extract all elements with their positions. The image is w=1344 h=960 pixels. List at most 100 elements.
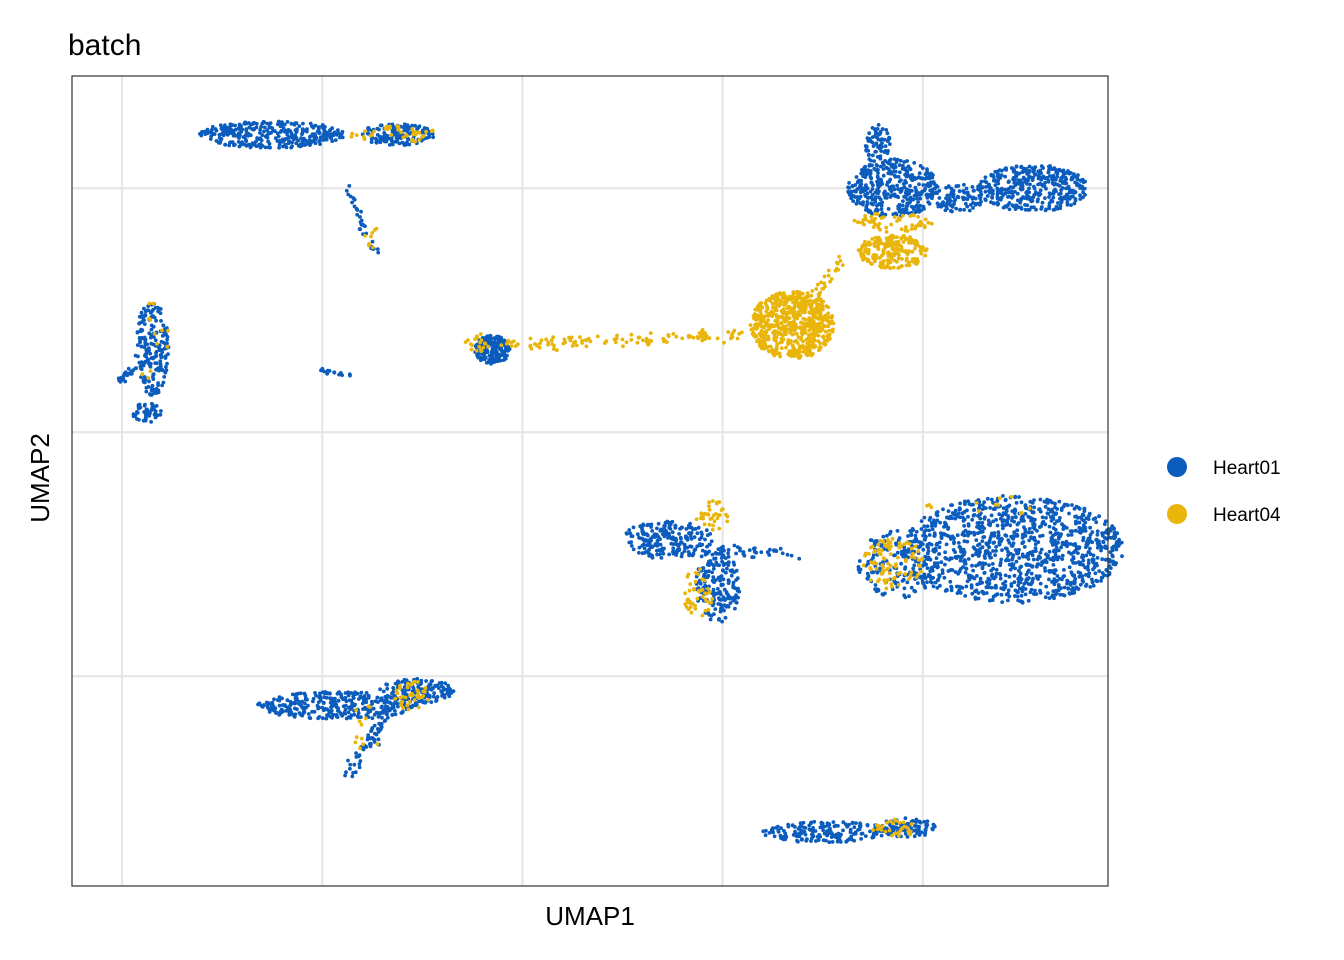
point-heart01 [909,533,914,537]
point-heart01 [716,602,721,606]
point-heart01 [477,352,481,356]
point-heart01 [317,130,322,135]
point-heart01 [879,137,884,142]
point-heart01 [644,532,649,537]
point-heart01 [778,833,783,838]
point-heart01 [998,576,1003,581]
point-heart01 [1023,527,1028,532]
point-heart01 [1072,201,1077,206]
point-heart01 [1067,511,1071,516]
point-heart01 [863,186,867,191]
point-heart01 [1067,591,1072,596]
point-heart01 [376,711,381,716]
point-heart01 [1069,177,1074,182]
point-heart01 [896,187,901,192]
point-heart01 [1007,541,1012,545]
point-heart01 [848,827,853,832]
point-heart01 [933,533,937,538]
point-heart01 [860,168,864,172]
point-heart01 [926,184,931,189]
point-heart01 [259,124,263,129]
point-heart01 [934,542,939,547]
point-heart01 [315,703,320,708]
point-heart01 [886,207,891,211]
point-heart01 [164,365,168,369]
point-heart01 [915,196,919,201]
point-heart01 [873,199,878,204]
point-heart01 [849,196,854,201]
point-heart01 [332,370,337,375]
point-heart01 [1076,516,1080,520]
point-heart01 [344,188,349,193]
point-heart01 [875,155,880,159]
point-heart01 [1103,536,1107,540]
point-heart01 [490,355,495,359]
point-heart01 [417,124,422,129]
point-heart01 [1023,592,1028,597]
point-heart01 [655,526,659,531]
point-heart01 [863,834,868,838]
point-heart01 [897,179,902,184]
point-heart01 [336,699,341,703]
point-heart01 [273,129,277,134]
point-heart01 [1102,522,1107,526]
point-heart01 [351,771,355,775]
point-heart01 [366,693,371,698]
point-heart01 [666,533,671,538]
point-heart01 [1084,516,1089,521]
point-heart01 [356,754,361,759]
point-heart01 [917,182,921,187]
point-heart01 [1032,498,1036,502]
point-heart01 [144,389,149,394]
point-heart01 [699,554,704,559]
point-heart01 [329,708,334,713]
point-heart01 [1073,576,1078,581]
point-heart01 [1025,577,1030,582]
point-heart01 [1092,565,1097,570]
point-heart01 [752,549,757,554]
point-heart01 [1046,178,1051,183]
point-heart01 [991,549,995,553]
point-heart01 [1066,586,1071,591]
point-heart01 [899,561,903,566]
point-heart01 [1008,523,1013,528]
point-heart01 [1083,525,1088,530]
point-heart01 [978,547,982,551]
point-heart01 [878,131,883,136]
point-heart01 [156,366,161,371]
point-heart01 [984,180,989,185]
point-heart01 [158,307,163,311]
point-heart01 [717,596,721,601]
point-heart01 [879,149,883,153]
point-heart01 [919,527,924,531]
point-heart01 [1065,541,1070,546]
point-heart04 [816,339,821,343]
point-heart04 [814,322,819,327]
point-heart01 [970,553,975,558]
point-heart04 [805,291,810,296]
point-heart01 [1000,523,1005,528]
point-heart01 [640,551,645,556]
point-heart01 [348,707,353,711]
point-heart01 [155,305,160,310]
point-heart01 [926,545,931,550]
point-heart01 [931,584,936,589]
point-heart01 [217,132,222,137]
point-heart01 [1100,557,1105,562]
point-heart01 [1022,196,1027,201]
point-heart01 [258,127,263,132]
point-heart01 [647,547,651,552]
point-heart01 [385,686,390,691]
point-heart01 [244,128,249,133]
point-heart01 [1033,165,1038,170]
point-heart01 [1059,532,1063,537]
point-heart01 [1044,560,1049,565]
point-heart01 [135,417,139,421]
point-heart01 [728,601,733,605]
point-heart01 [717,563,721,568]
point-heart01 [918,196,923,201]
point-heart01 [857,570,862,574]
point-heart01 [875,164,880,168]
point-heart01 [294,141,299,146]
point-heart01 [910,539,915,544]
